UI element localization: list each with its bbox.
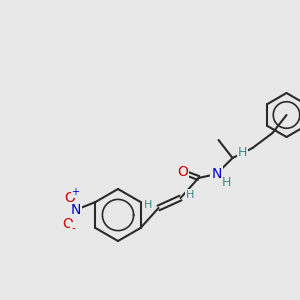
- Text: N: N: [211, 167, 222, 181]
- Text: H: H: [238, 146, 247, 158]
- Text: O: O: [64, 191, 75, 205]
- Text: H: H: [186, 190, 195, 200]
- Text: +: +: [71, 187, 80, 197]
- Text: -: -: [71, 223, 76, 233]
- Text: O: O: [177, 165, 188, 179]
- Text: N: N: [70, 203, 81, 217]
- Text: O: O: [62, 217, 73, 231]
- Text: H: H: [144, 200, 153, 210]
- Text: H: H: [222, 176, 231, 188]
